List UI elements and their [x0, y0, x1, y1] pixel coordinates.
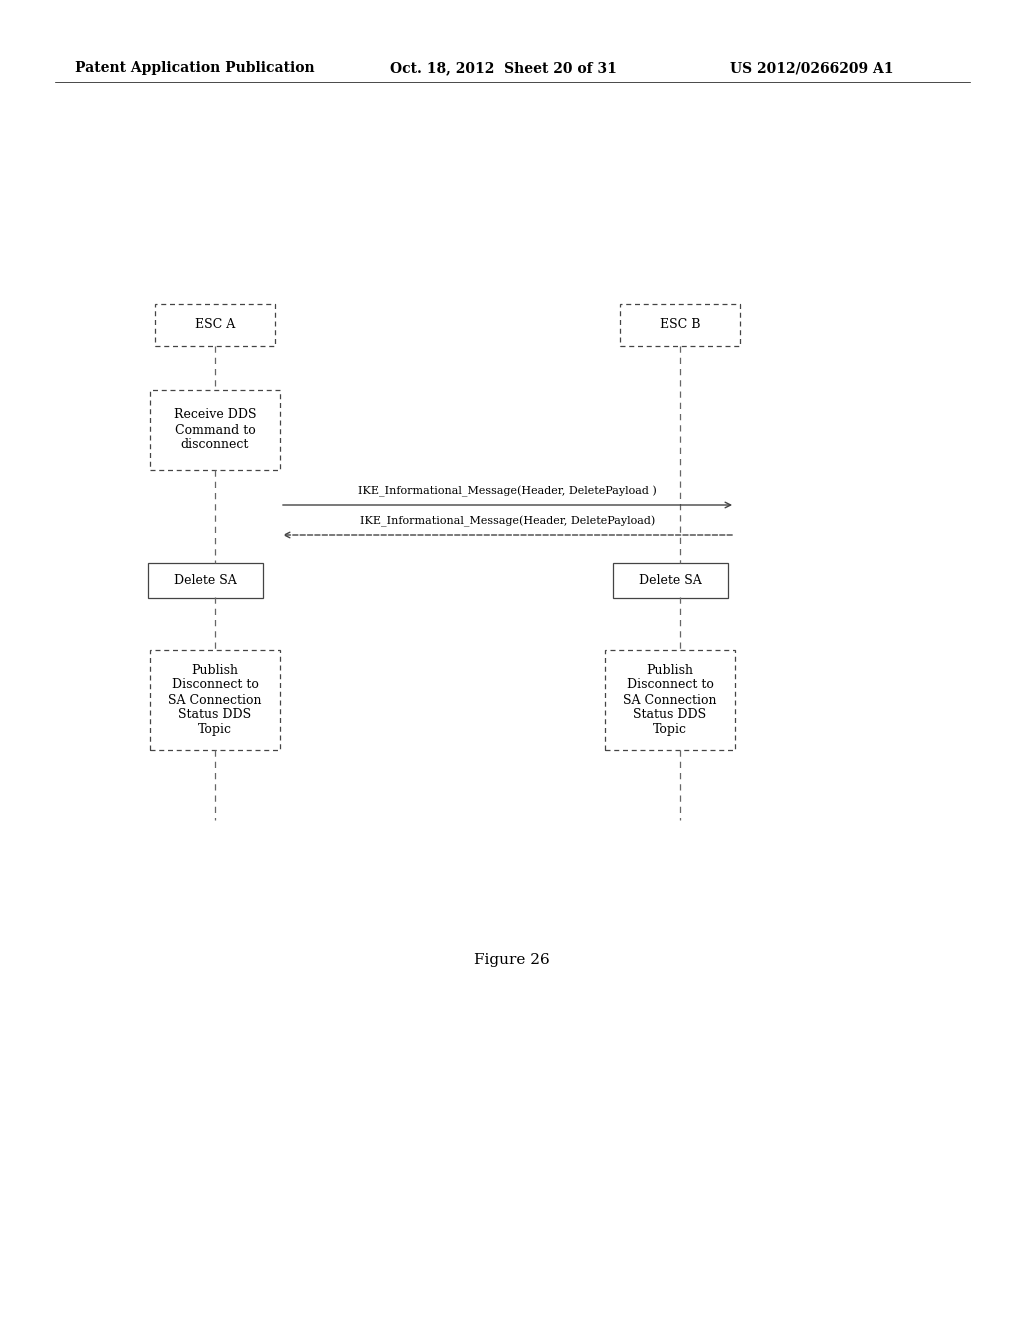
- Text: Delete SA: Delete SA: [639, 573, 701, 586]
- Bar: [150, 649, 280, 750]
- Text: ESC A: ESC A: [195, 318, 236, 331]
- Text: Delete SA: Delete SA: [174, 573, 237, 586]
- Text: IKE_Informational_Message(Header, DeletePayload ): IKE_Informational_Message(Header, Delete…: [358, 486, 656, 498]
- Text: Receive DDS
Command to
disconnect: Receive DDS Command to disconnect: [174, 408, 256, 451]
- Bar: [612, 562, 727, 598]
- Text: Publish
Disconnect to
SA Connection
Status DDS
Topic: Publish Disconnect to SA Connection Stat…: [624, 664, 717, 737]
- Text: Patent Application Publication: Patent Application Publication: [75, 61, 314, 75]
- Bar: [620, 304, 740, 346]
- Bar: [155, 304, 275, 346]
- Text: Oct. 18, 2012  Sheet 20 of 31: Oct. 18, 2012 Sheet 20 of 31: [390, 61, 616, 75]
- Bar: [147, 562, 262, 598]
- Text: US 2012/0266209 A1: US 2012/0266209 A1: [730, 61, 894, 75]
- Text: Figure 26: Figure 26: [474, 953, 550, 968]
- Bar: [150, 389, 280, 470]
- Text: IKE_Informational_Message(Header, DeletePayload): IKE_Informational_Message(Header, Delete…: [359, 516, 655, 527]
- Text: ESC B: ESC B: [659, 318, 700, 331]
- Text: Publish
Disconnect to
SA Connection
Status DDS
Topic: Publish Disconnect to SA Connection Stat…: [168, 664, 262, 737]
- Bar: [605, 649, 735, 750]
